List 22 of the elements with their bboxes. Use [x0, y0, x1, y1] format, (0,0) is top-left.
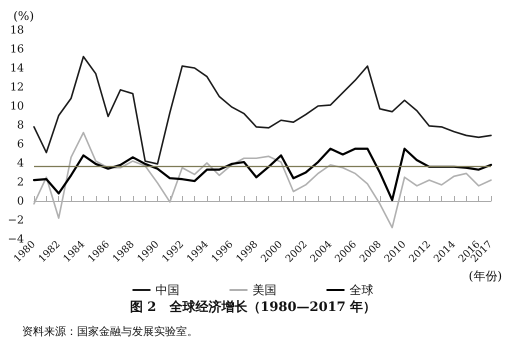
text: 资料来源：国家金融与发展实验室。 — [22, 325, 198, 338]
y-tick-label: 6 — [17, 138, 24, 150]
y-tick-label: 14 — [10, 62, 24, 74]
y-axis-title: (%) — [13, 9, 34, 23]
y-tick-label: 10 — [10, 100, 24, 112]
y-tick-label: −4 — [8, 232, 24, 246]
line-series — [33, 132, 492, 228]
line-series — [32, 148, 492, 202]
legend-label: 全球 — [350, 283, 374, 297]
y-tick-label: −2 — [8, 214, 24, 226]
y-tick-label: 2 — [17, 176, 24, 188]
y-tick-label: 18 — [10, 24, 24, 36]
text: 图 2 全球经济增长（1980—2017 年） — [130, 299, 376, 315]
y-tick-label: 0 — [17, 194, 24, 208]
y-tick-label: 16 — [10, 42, 24, 56]
y-tick-label: 4 — [17, 156, 24, 170]
y-tick-label: 12 — [10, 80, 24, 94]
y-tick-label: 8 — [17, 118, 24, 132]
line-series — [33, 56, 492, 165]
x-axis-title: (年份) — [468, 269, 502, 283]
legend-label: 美国 — [252, 283, 276, 297]
legend-label: 中国 — [156, 283, 180, 297]
